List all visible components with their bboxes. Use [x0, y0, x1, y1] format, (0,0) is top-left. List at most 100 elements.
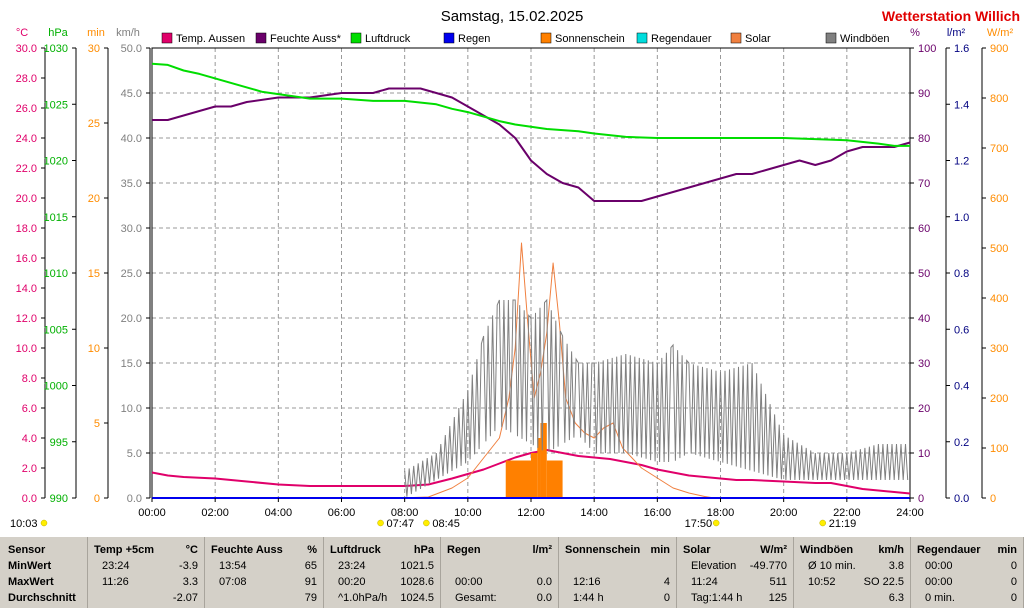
stats-row: ^1.0hPa/h 1024.5	[324, 590, 440, 606]
sunshine-bar	[546, 460, 563, 498]
stats-column-title: Feuchte Auss	[211, 544, 283, 556]
stats-column: Solar W/m² Elevation -49.770 11:24 511 Tag:1:4…	[677, 537, 794, 608]
legend-swatch	[350, 32, 362, 44]
stats-row: 13:54 65	[205, 558, 323, 574]
event-label: 08:45	[432, 518, 460, 530]
axis-tick-label: 20.0	[16, 193, 37, 205]
axis-unit-left: °C	[16, 27, 28, 39]
stats-column-unit: min	[650, 544, 670, 556]
axis-tick-label: 20	[88, 193, 100, 205]
axis-tick-label: 0.0	[127, 493, 142, 505]
axis-tick-label: 30	[918, 358, 930, 370]
axis-tick-label: 70	[918, 178, 930, 190]
stats-value: 91	[304, 576, 317, 588]
axis-tick-label: 5	[94, 418, 100, 430]
sunshine-bar	[505, 460, 531, 498]
stats-time: Elevation	[691, 560, 737, 572]
stats-column-title: Luftdruck	[330, 544, 381, 556]
legend-swatch	[161, 32, 173, 44]
stats-value: -2.07	[172, 592, 198, 604]
axis-tick-label: 50.0	[121, 43, 142, 55]
axis-tick-label: 900	[990, 43, 1008, 55]
stats-time: 0 min.	[925, 592, 955, 604]
axis-tick-label: 5.0	[127, 448, 142, 460]
stats-column-title: Regen	[447, 544, 481, 556]
axis-tick-label: 0	[990, 493, 996, 505]
stats-value: -49.770	[749, 560, 787, 572]
axis-tick-label: 25.0	[121, 268, 142, 280]
stats-row: 00:00 0.0	[441, 574, 558, 590]
axis-tick-label: 200	[990, 393, 1008, 405]
stats-column: Sonnenschein min 12:16 4 1:44 h 0	[559, 537, 677, 608]
axis-tick-label: 1020	[44, 156, 68, 168]
stats-header: Luftdruck hPa	[324, 542, 440, 558]
axis-tick-label: 40	[918, 313, 930, 325]
stats-label-column: Sensor MinWert MaxWert Durchschnitt	[0, 537, 88, 608]
axis-tick-label: 10	[88, 343, 100, 355]
event-marker	[423, 519, 430, 527]
stats-value: 0	[663, 592, 670, 604]
stats-time: Ø 10 min.	[808, 560, 856, 572]
x-tick-label: 22:00	[833, 507, 861, 519]
stats-header: Regen l/m²	[441, 542, 558, 558]
axis-tick-label: 1010	[44, 268, 68, 280]
stats-column-unit: %	[307, 544, 317, 556]
legend-swatch	[443, 32, 455, 44]
axis-tick-label: 100	[990, 443, 1008, 455]
sunshine-bar	[537, 438, 541, 498]
stats-column: Windböen km/h Ø 10 min. 3.8 10:52 SO 22.5 6.3	[794, 537, 911, 608]
axis-tick-label: 100	[918, 43, 936, 55]
sunshine-bar	[531, 453, 538, 498]
axis-unit-right: W/m²	[987, 27, 1014, 39]
stats-table: Sensor MinWert MaxWert Durchschnitt Temp +5c…	[0, 537, 1024, 608]
stats-value: 6.3	[888, 592, 904, 604]
axis-unit-left: hPa	[48, 27, 68, 39]
stats-column-unit: min	[997, 544, 1017, 556]
axis-tick-label: 15.0	[121, 358, 142, 370]
stats-row: Durchschnitt	[0, 590, 87, 606]
stats-time: 23:24	[102, 560, 130, 572]
stats-row: 23:24 1021.5	[324, 558, 440, 574]
stats-header: Feuchte Auss%	[205, 542, 323, 558]
stats-header: Temp +5cm °C	[88, 542, 204, 558]
axis-tick-label: 10.0	[16, 343, 37, 355]
stats-time: 11:24	[691, 576, 718, 588]
axis-tick-label: 30.0	[16, 43, 37, 55]
stats-time: 23:24	[338, 560, 366, 572]
stats-row: 11:26 3.3	[88, 574, 204, 590]
stats-value: 79	[304, 592, 317, 604]
x-tick-label: 18:00	[707, 507, 735, 519]
axis-tick-label: 20	[918, 403, 930, 415]
stats-row: 07:08 91	[205, 574, 323, 590]
series-temp-aussen	[151, 449, 911, 495]
event-label: 21:19	[829, 518, 857, 530]
x-tick-label: 00:00	[138, 507, 166, 519]
stats-time: 11:26	[102, 576, 129, 588]
axis-tick-label: 1.0	[954, 212, 969, 224]
axis-tick-label: 600	[990, 193, 1008, 205]
axis-unit-left: km/h	[116, 27, 140, 39]
stats-time: Tag:1:44 h	[691, 592, 743, 604]
stats-row: Gesamt: 0.0	[441, 590, 558, 606]
stats-row: 10:52 SO 22.5	[794, 574, 910, 590]
stats-time: 00:00	[925, 576, 953, 588]
stats-value: 1024.5	[400, 592, 434, 604]
axis-tick-label: 18.0	[16, 223, 37, 235]
legend-swatch	[540, 32, 552, 44]
legend-swatch	[636, 32, 648, 44]
axis-tick-label: 8.0	[22, 373, 37, 385]
stats-value: 511	[769, 576, 787, 588]
stats-row: 00:20 1028.6	[324, 574, 440, 590]
stats-column-title: Temp +5cm	[94, 544, 155, 556]
series-luftdruck	[151, 62, 910, 147]
series-windboeen	[404, 298, 909, 497]
stats-header: Regendauer min	[911, 542, 1023, 558]
x-axis: 00:00 02:00 04:00 06:00 08:00 10:00 12:00 14:00…	[138, 498, 924, 519]
axis-tick-label: 1030	[44, 43, 68, 55]
axis-tick-label: 0	[94, 493, 100, 505]
stats-value: SO 22.5	[863, 576, 904, 588]
legend-label: Feuchte Auss*	[270, 33, 342, 45]
axis-tick-label: 0	[918, 493, 924, 505]
axis-tick-label: 14.0	[16, 283, 37, 295]
axis-tick-label: 35.0	[121, 178, 142, 190]
